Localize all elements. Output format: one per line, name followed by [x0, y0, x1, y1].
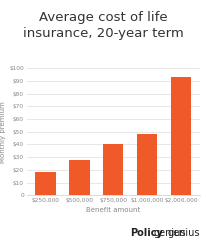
Text: genius: genius — [153, 228, 186, 238]
Bar — [137, 134, 157, 195]
Text: genius: genius — [167, 228, 200, 238]
Bar — [103, 144, 123, 195]
Text: Policy: Policy — [130, 228, 163, 238]
X-axis label: Benefit amount: Benefit amount — [86, 207, 140, 213]
Text: Average cost of life
insurance, 20-year term: Average cost of life insurance, 20-year … — [23, 11, 183, 41]
Bar — [69, 160, 90, 195]
Y-axis label: Monthly premium: Monthly premium — [0, 101, 6, 163]
Bar — [35, 172, 56, 195]
Bar — [171, 77, 191, 195]
